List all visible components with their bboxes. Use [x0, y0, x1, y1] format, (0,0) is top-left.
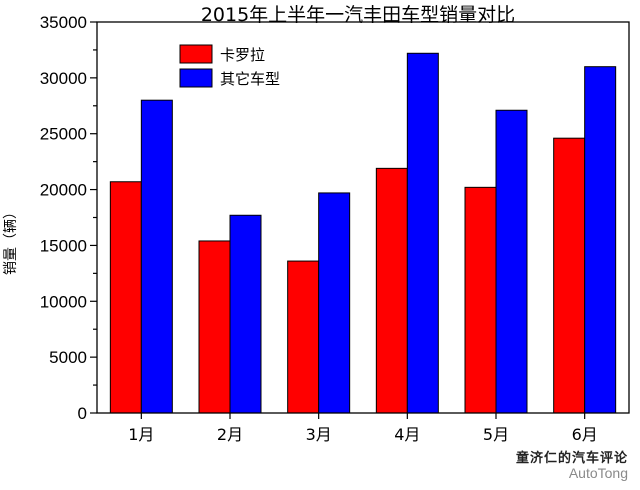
- y-tick-label: 35000: [40, 13, 87, 32]
- chart-title: 2015年上半年一汽丰田车型销量对比: [201, 4, 515, 26]
- legend-swatch-corolla: [179, 44, 213, 64]
- bar-other-2: [229, 214, 262, 414]
- plot-frame: [96, 21, 630, 414]
- bar-other-6: [584, 66, 617, 414]
- y-tick-label: 25000: [40, 125, 87, 144]
- x-tick-label: 5月: [483, 425, 509, 444]
- y-tick-label: 10000: [40, 292, 87, 311]
- x-tick-label: 1月: [128, 425, 154, 444]
- bar-corolla-5: [464, 186, 497, 414]
- legend-label-other: 其它车型: [220, 70, 280, 88]
- y-ticks: 0 5000 10000 15000 20000 25000 30000 35000: [40, 13, 97, 423]
- y-tick-label: 30000: [40, 69, 87, 88]
- axes-layer: [96, 21, 630, 414]
- bar-corolla-4: [375, 167, 408, 414]
- x-tick-label: 4月: [394, 425, 420, 444]
- bar-corolla-1: [109, 181, 142, 414]
- legend-label-corolla: 卡罗拉: [220, 46, 265, 64]
- y-tick-label: 20000: [40, 181, 87, 200]
- x-ticks: 1月 2月 3月 4月 5月 6月: [128, 413, 598, 444]
- bar-other-3: [318, 192, 351, 414]
- watermark: 童济仁的汽车评论 AutoTong: [516, 452, 628, 480]
- y-tick-label: 0: [78, 404, 87, 423]
- y-tick-label: 5000: [49, 348, 87, 367]
- y-axis-label: 销量（辆）: [3, 205, 19, 275]
- bar-corolla-6: [553, 137, 586, 414]
- bar-other-1: [140, 99, 173, 414]
- x-tick-label: 6月: [572, 425, 598, 444]
- x-tick-label: 3月: [306, 425, 332, 444]
- y-tick-label: 15000: [40, 236, 87, 255]
- bar-other-4: [406, 52, 439, 414]
- bars-layer: [109, 52, 617, 414]
- bar-corolla-3: [287, 260, 320, 414]
- legend-swatch-other: [179, 68, 213, 88]
- bar-other-5: [495, 109, 528, 414]
- watermark-cn: 童济仁的汽车评论: [515, 451, 628, 466]
- watermark-en: AutoTong: [568, 464, 628, 481]
- x-tick-label: 2月: [217, 425, 243, 444]
- bar-corolla-2: [198, 240, 231, 414]
